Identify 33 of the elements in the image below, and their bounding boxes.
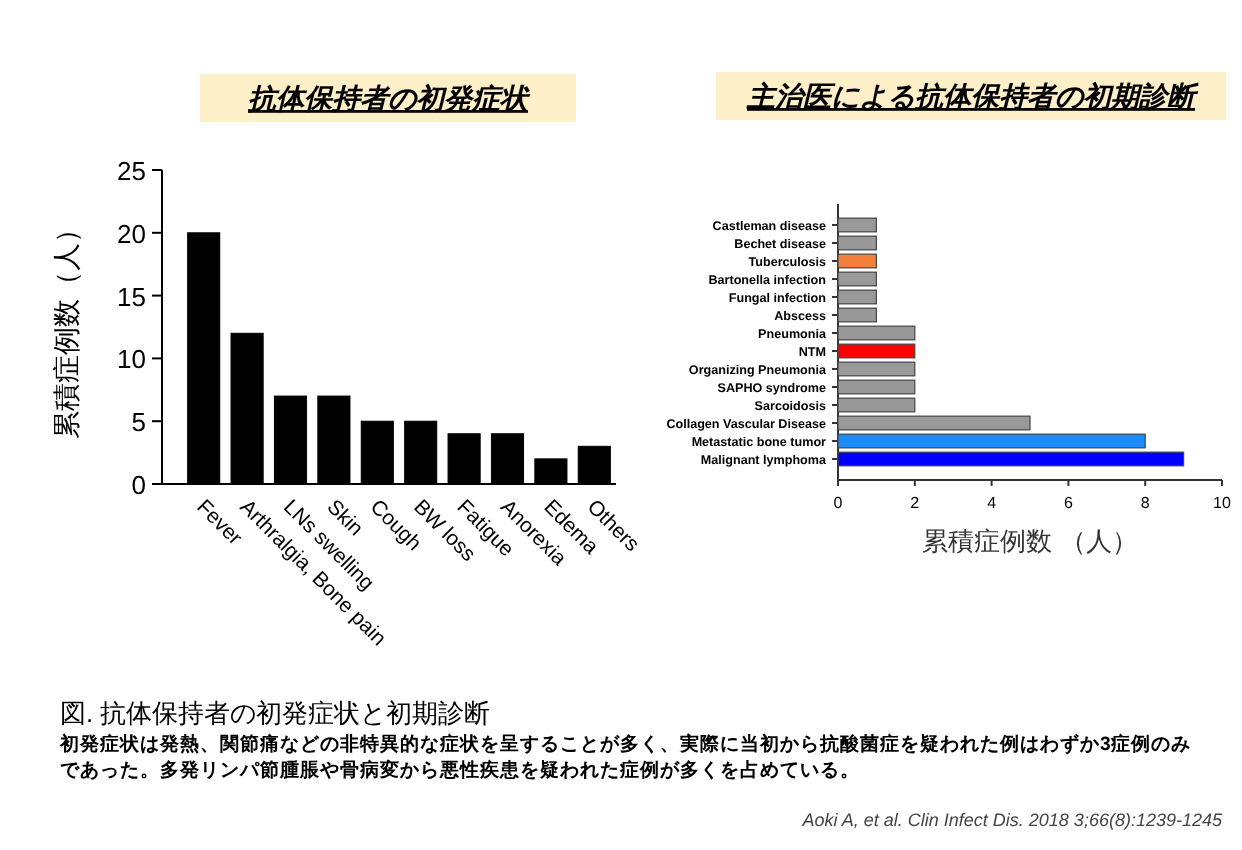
y-tick-label: 25: [117, 156, 146, 186]
y-tick-label: 10: [117, 344, 146, 375]
bar: [837, 325, 916, 341]
x-tick-label: 8: [1140, 494, 1151, 512]
bar: [837, 415, 1031, 431]
bar: [837, 235, 877, 251]
bar: [837, 271, 877, 287]
bar: [837, 343, 916, 359]
y-tick-label: 5: [131, 407, 146, 438]
bar: [837, 379, 916, 395]
chart-title: 抗体保持者の初発症状: [246, 82, 532, 114]
bar: [837, 361, 916, 377]
bar: [837, 289, 877, 305]
chart-title: 主治医による抗体保持者の初期診断: [745, 80, 1199, 112]
x-tick-label: 6: [1063, 494, 1074, 512]
x-tick-label: 4: [987, 494, 998, 512]
y-tick-label: 15: [117, 281, 146, 312]
bar: [837, 253, 877, 269]
x-tick-label: 2: [910, 494, 921, 512]
bar: [837, 217, 877, 233]
bar: [837, 451, 1185, 467]
bar: [837, 307, 877, 323]
text: であった。多発リンパ節腫脹や骨病変から悪性疾患を疑われた症例が多くを占めている。: [60, 758, 860, 782]
y-tick-label: 20: [117, 218, 146, 249]
x-tick-label: 0: [833, 494, 844, 512]
y-axis-title: 累積症例数（人）: [50, 215, 82, 439]
text: Aoki A, et al. Clin Infect Dis. 2018 3;66(8):1239-1245: [800, 810, 1224, 830]
text: 図. 抗体保持者の初発症状と初期診断: [60, 698, 491, 728]
bar: [837, 433, 1146, 449]
text: 初発症状は発熱、関節痛などの非特異的な症状を呈することが多く、実際に当初から抗酸菌症を疑われた例はわずか3症例のみ: [58, 732, 1191, 756]
x-axis-title: 累積症例数 （人）: [922, 526, 1138, 556]
bar: [837, 397, 916, 413]
x-tick-label: 10: [1213, 494, 1232, 512]
